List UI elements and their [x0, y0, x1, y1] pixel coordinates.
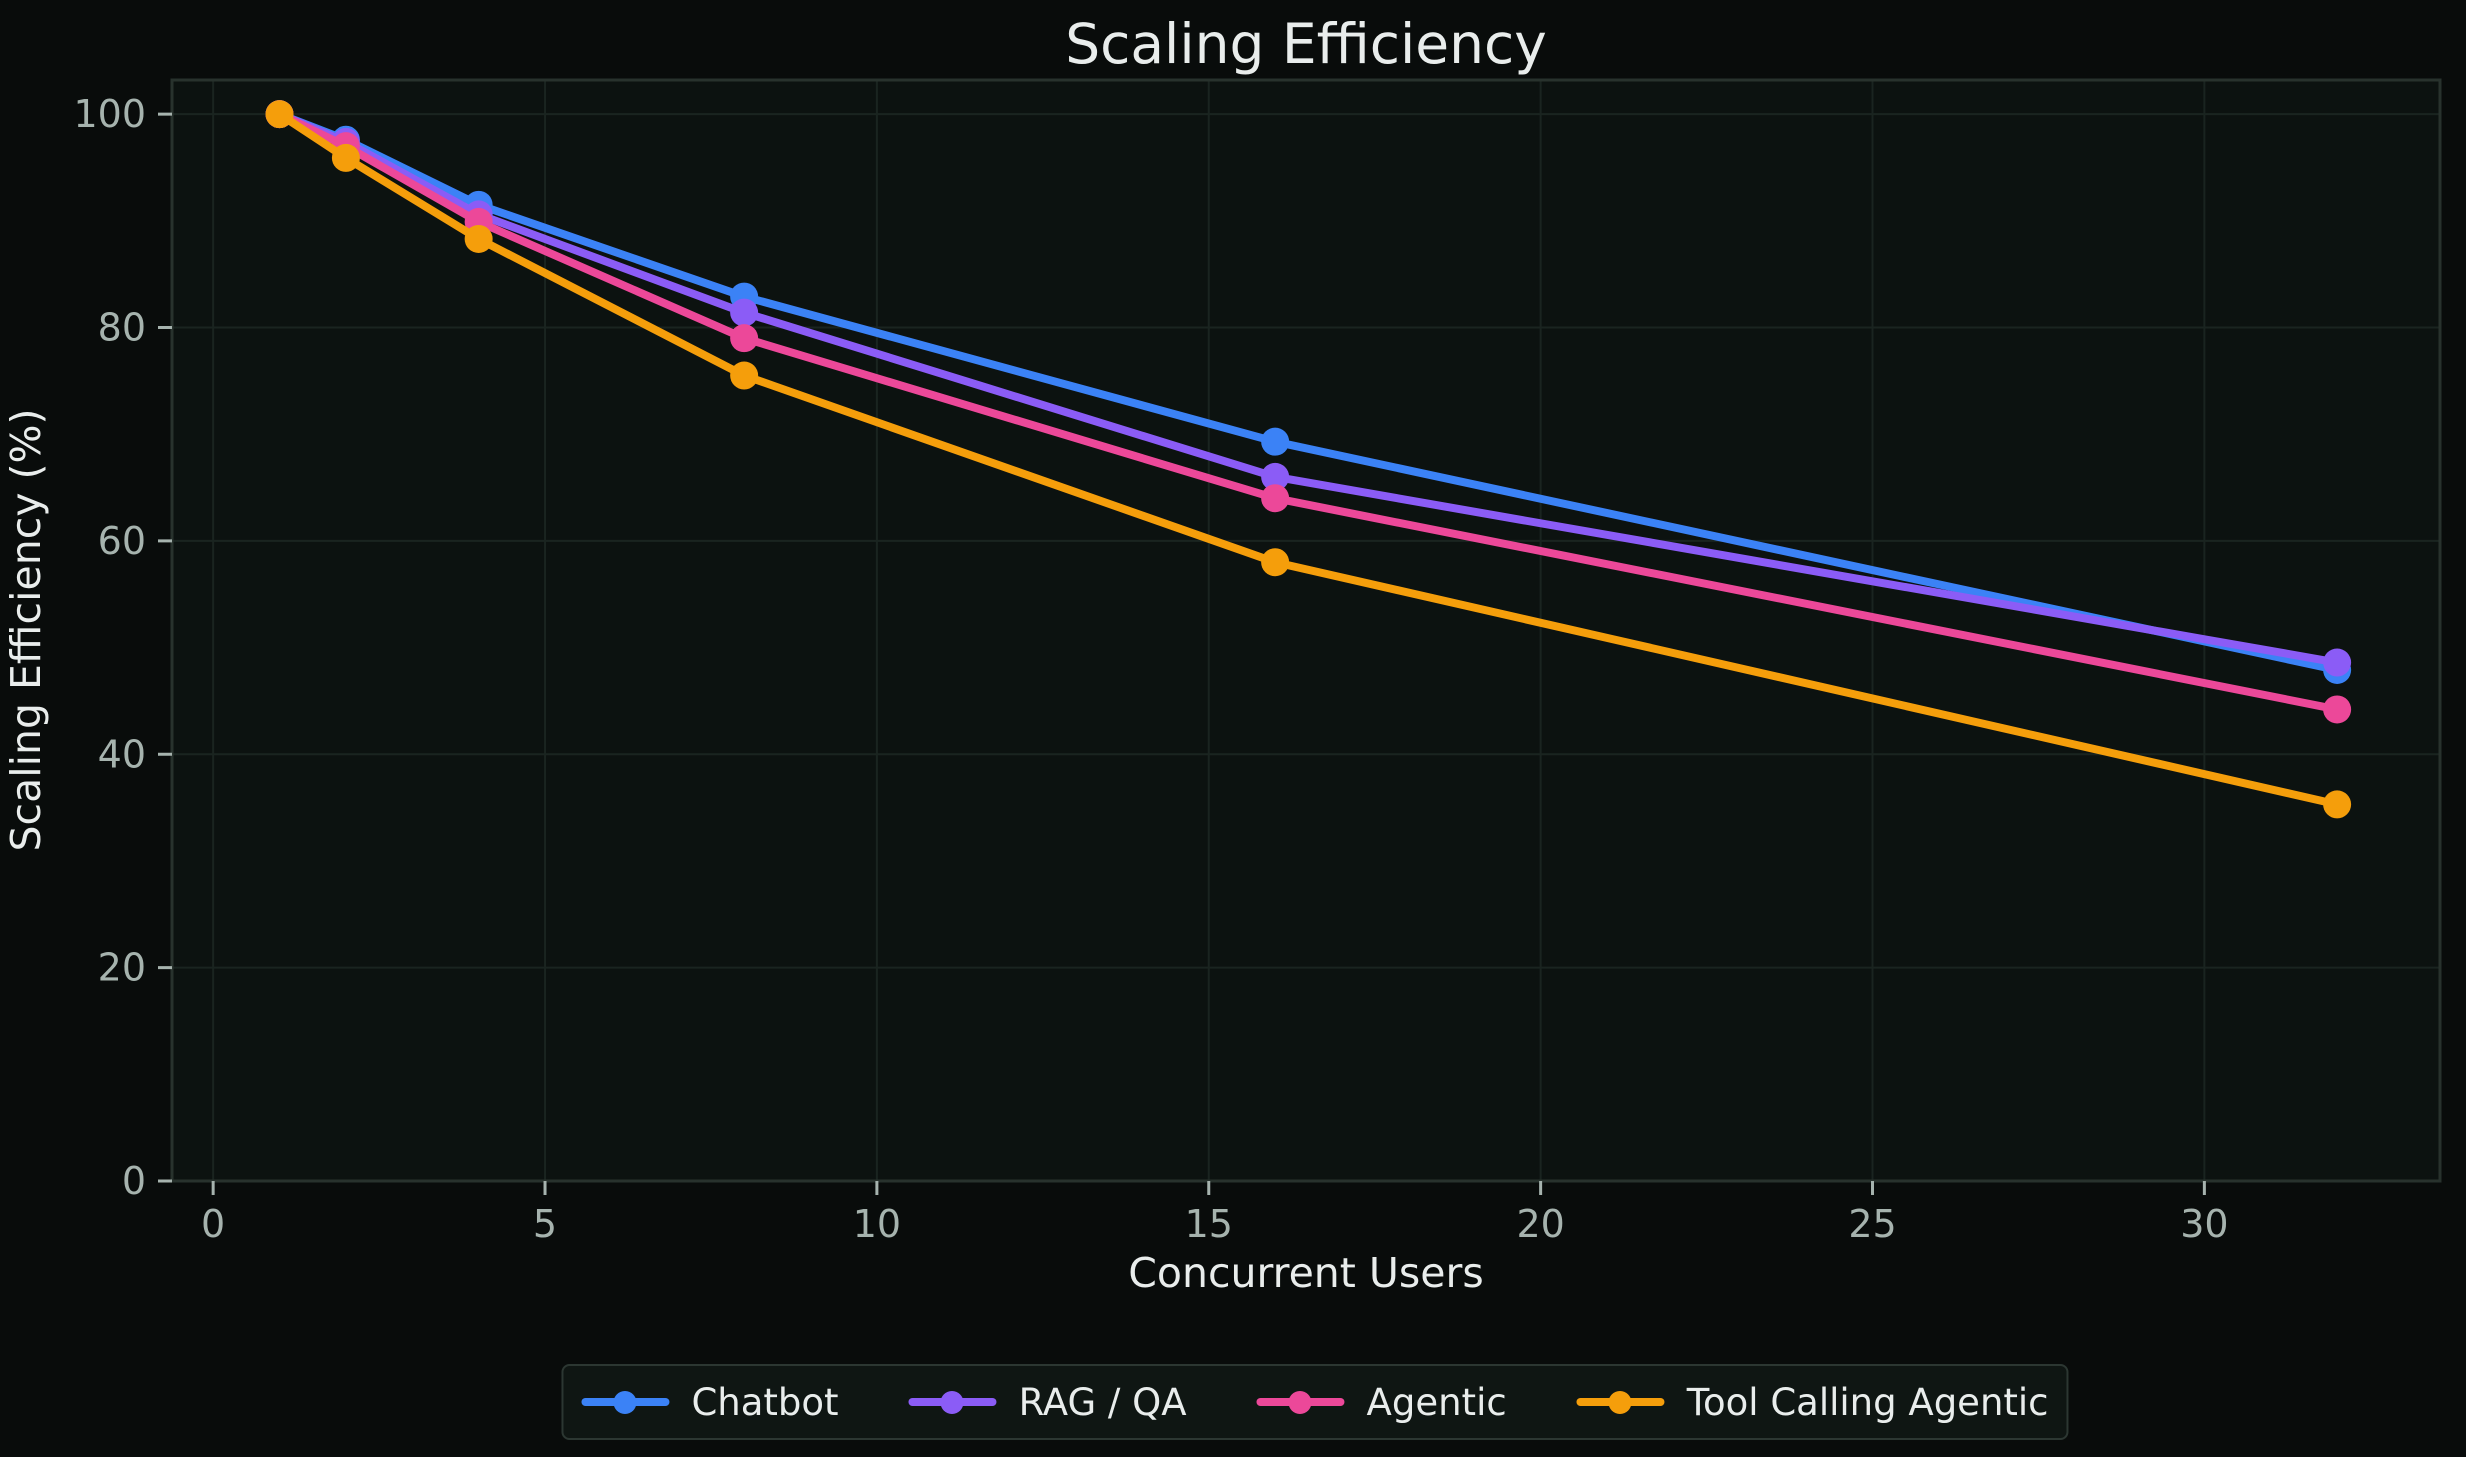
x-tick-label: 30: [2180, 1202, 2228, 1246]
y-tick-label: 0: [122, 1159, 146, 1203]
series-marker-tool-calling-agentic: [464, 224, 493, 253]
series-marker-agentic: [1261, 484, 1290, 513]
legend-item-rag-qa: RAG / QA: [908, 1380, 1187, 1424]
plot-border: [170, 78, 2442, 1183]
chart-title: Scaling Efficiency: [1065, 12, 1547, 76]
series-marker-agentic: [2323, 695, 2352, 724]
series-marker-agentic: [730, 324, 759, 353]
legend-item-tool-calling-agentic: Tool Calling Agentic: [1576, 1380, 2049, 1424]
x-tick-label: 25: [1848, 1202, 1896, 1246]
y-tick-label: 20: [98, 946, 146, 990]
x-tick-label: 0: [201, 1202, 225, 1246]
legend-dot: [940, 1390, 964, 1414]
x-tick-label: 20: [1516, 1202, 1564, 1246]
plot-background: [172, 80, 2440, 1181]
legend-marker-icon: [908, 1388, 997, 1417]
x-axis-label: Concurrent Users: [1128, 1249, 1483, 1297]
legend-marker-icon: [1256, 1388, 1345, 1417]
y-axis-label: Scaling Efficiency (%): [2, 409, 50, 852]
legend-marker-icon: [1576, 1388, 1665, 1417]
x-tick-label: 10: [853, 1202, 901, 1246]
legend-item-chatbot: Chatbot: [581, 1380, 839, 1424]
legend-dot: [613, 1390, 637, 1414]
series-marker-tool-calling-agentic: [730, 361, 759, 390]
legend: Chatbot RAG / QA Agentic Tool Calling Agent…: [561, 1364, 2069, 1440]
y-tick-label: 100: [73, 92, 146, 136]
x-tick-label: 5: [533, 1202, 557, 1246]
series-marker-tool-calling-agentic: [265, 100, 294, 129]
legend-dot: [1288, 1390, 1312, 1414]
legend-dot: [1608, 1390, 1632, 1414]
series-marker-rag-qa: [1261, 462, 1290, 491]
y-tick-label: 60: [98, 519, 146, 563]
series-marker-tool-calling-agentic: [1261, 548, 1290, 577]
y-tick-label: 40: [98, 732, 146, 776]
series-marker-rag-qa: [2323, 648, 2352, 677]
legend-label: Agentic: [1366, 1380, 1507, 1424]
x-tick-label: 15: [1185, 1202, 1233, 1246]
y-tick-label: 80: [98, 306, 146, 350]
legend-marker-icon: [581, 1388, 670, 1417]
series-marker-rag-qa: [730, 298, 759, 327]
legend-label: Chatbot: [691, 1380, 839, 1424]
series-marker-chatbot: [1261, 427, 1290, 456]
legend-label: Tool Calling Agentic: [1686, 1380, 2049, 1424]
series-marker-tool-calling-agentic: [331, 143, 360, 172]
series-marker-tool-calling-agentic: [2323, 790, 2352, 819]
legend-label: RAG / QA: [1018, 1380, 1187, 1424]
legend-item-agentic: Agentic: [1256, 1380, 1507, 1424]
